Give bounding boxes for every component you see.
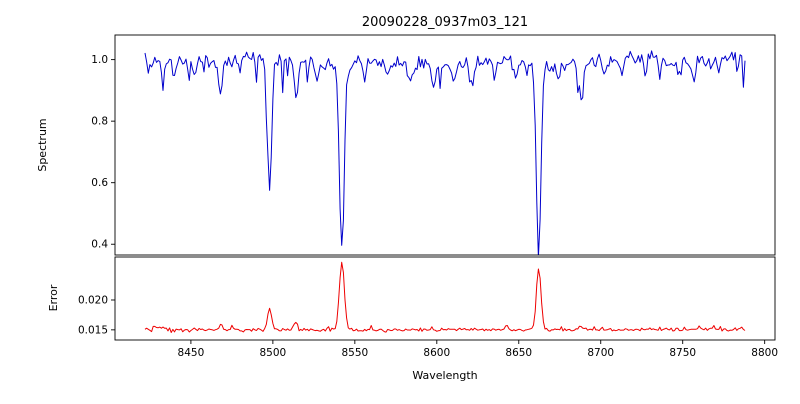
x-tick-label: 8800 (751, 347, 778, 359)
spectrum-line (144, 50, 746, 255)
x-axis-label: Wavelength (412, 369, 477, 382)
y-tick-label: 0.6 (91, 177, 108, 189)
x-tick-label: 8750 (669, 347, 696, 359)
x-tick-label: 8650 (505, 347, 532, 359)
x-tick-label: 8700 (587, 347, 614, 359)
error-y-axis-label: Error (47, 284, 60, 311)
error-line (144, 261, 746, 333)
spectrum-y-axis-label: Spectrum (36, 118, 49, 171)
y-tick-label: 0.015 (78, 324, 108, 336)
y-tick-label: 0.8 (91, 116, 108, 128)
chart-title: 20090228_0937m03_121 (362, 15, 528, 30)
x-tick-label: 8550 (341, 347, 368, 359)
y-tick-label: 0.4 (91, 239, 108, 251)
axes-layer: 1.0 0.8 0.6 0.4 0.020 0.015 8450 8500 8550 8600 86… (78, 34, 778, 359)
spectrum-panel-border (114, 34, 776, 256)
x-tick-label: 8500 (260, 347, 287, 359)
series-layer (144, 50, 746, 333)
x-tick-label: 8600 (423, 347, 450, 359)
y-tick-label: 0.020 (78, 294, 108, 306)
x-tick-label: 8450 (178, 347, 205, 359)
error-panel-border (114, 256, 776, 341)
y-tick-label: 1.0 (91, 54, 108, 66)
